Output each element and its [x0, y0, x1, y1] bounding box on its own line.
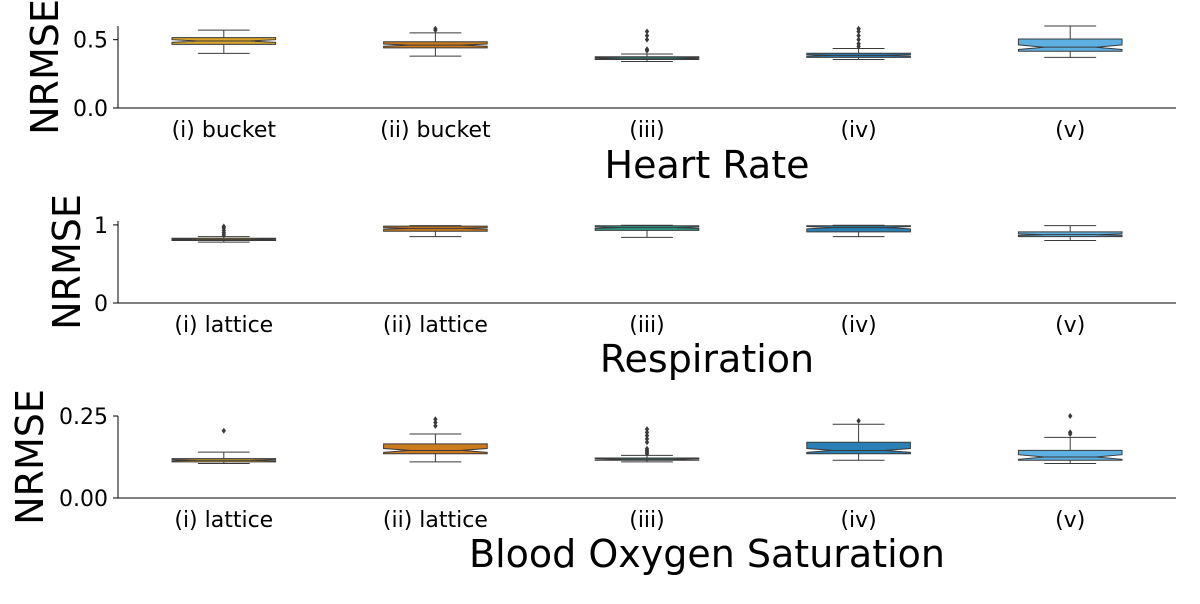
- outlier-point: [221, 427, 226, 434]
- outlier-point: [856, 32, 861, 39]
- outlier-point: [644, 32, 650, 39]
- box-3: [594, 28, 700, 63]
- outlier-point: [856, 36, 861, 43]
- outlier-point: [433, 419, 438, 426]
- box-body: [806, 225, 911, 233]
- x-tick-label: (v): [1055, 313, 1085, 338]
- outlier-point: [1068, 413, 1073, 419]
- outlier-point: [1068, 429, 1073, 436]
- box-4: [806, 224, 911, 238]
- outlier-point: [644, 46, 650, 53]
- outlier-point: [644, 445, 650, 452]
- box-4: [806, 417, 911, 461]
- box-3: [594, 426, 700, 463]
- outlier-point: [856, 25, 861, 32]
- box-4: [806, 25, 911, 60]
- x-tick-label: (iv): [840, 118, 876, 143]
- y-tick-label: 0.00: [59, 487, 108, 512]
- x-tick-label: (v): [1055, 508, 1085, 533]
- box-3: [594, 224, 700, 238]
- x-tick-label: (iii): [629, 118, 665, 143]
- x-tick-label: (i) bucket: [172, 118, 277, 143]
- box-body: [806, 441, 911, 455]
- box-5: [1017, 225, 1123, 242]
- outlier-point: [856, 40, 861, 47]
- outlier-point: [644, 435, 650, 442]
- outlier-point: [644, 429, 650, 436]
- outlier-point: [433, 25, 438, 32]
- x-tick-label: (ii) bucket: [380, 118, 491, 143]
- outlier-point: [644, 426, 650, 433]
- box-body: [1017, 449, 1123, 461]
- x-axis-label: Heart Rate: [605, 143, 810, 187]
- outlier-point: [433, 422, 438, 429]
- y-tick-label: 0.5: [73, 29, 108, 54]
- y-axis-label: NRMSE: [23, 0, 67, 135]
- outlier-point: [221, 223, 226, 230]
- y-axis-label: NRMSE: [8, 389, 52, 525]
- x-tick-label: (ii) lattice: [383, 508, 488, 533]
- x-tick-label: (iii): [629, 508, 665, 533]
- box-1: [171, 29, 277, 54]
- x-tick-label: (iv): [840, 508, 876, 533]
- x-tick-label: (ii) lattice: [383, 313, 488, 338]
- box-2: [383, 25, 488, 57]
- box-5: [1017, 413, 1123, 465]
- y-tick-label: 1: [94, 214, 108, 239]
- x-tick-label: (v): [1055, 118, 1085, 143]
- y-tick-label: 0.0: [73, 97, 108, 122]
- x-axis-label: Blood Oxygen Saturation: [469, 532, 945, 576]
- x-tick-label: (iv): [840, 313, 876, 338]
- box-1: [171, 223, 277, 243]
- x-tick-label: (i) lattice: [174, 508, 273, 533]
- outlier-point: [856, 417, 861, 424]
- x-tick-label: (iii): [629, 313, 665, 338]
- box-5: [1017, 25, 1123, 58]
- box-body: [383, 443, 488, 455]
- box-2: [383, 225, 488, 238]
- x-tick-label: (i) lattice: [174, 313, 273, 338]
- y-tick-label: 0.25: [59, 405, 108, 430]
- outlier-point: [644, 439, 650, 446]
- panel-3: 0.00 0.25 NRMSE (i) lattice (ii) lattice (iii…: [8, 389, 1176, 576]
- box-1: [171, 427, 277, 465]
- outlier-point: [644, 432, 650, 439]
- outlier-point: [644, 28, 650, 35]
- box-body: [1017, 38, 1123, 52]
- x-axis-label: Respiration: [600, 337, 814, 381]
- box-2: [383, 416, 488, 463]
- y-axis-label: NRMSE: [45, 194, 89, 330]
- outlier-point: [433, 416, 438, 423]
- outlier-point: [644, 36, 650, 43]
- y-tick-label: 0: [94, 292, 108, 317]
